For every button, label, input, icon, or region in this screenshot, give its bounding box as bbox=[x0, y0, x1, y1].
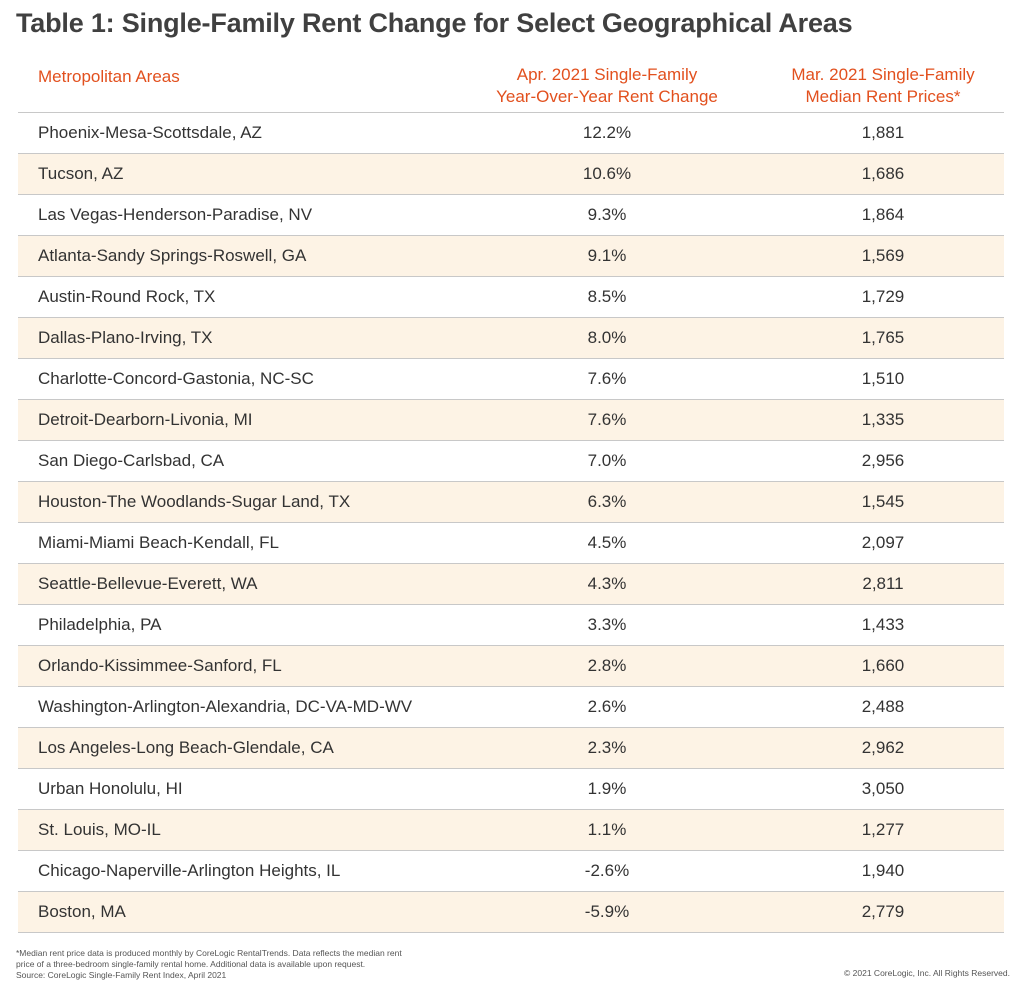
cell-rent-change: 2.3% bbox=[587, 738, 627, 757]
cell-median-rent: 2,956 bbox=[861, 451, 905, 470]
header-rent-change-line2: Year-Over-Year Rent Change bbox=[496, 87, 718, 106]
table-row: Miami-Miami Beach-Kendall, FL 4.5% 2,097 bbox=[18, 523, 1004, 564]
cell-median-rent: 1,569 bbox=[861, 246, 905, 265]
footnote-line1: *Median rent price data is produced mont… bbox=[16, 948, 402, 958]
cell-metropolitan-area: Philadelphia, PA bbox=[38, 615, 162, 634]
cell-metropolitan-area: Phoenix-Mesa-Scottsdale, AZ bbox=[38, 123, 262, 142]
cell-rent-change: 1.1% bbox=[587, 820, 627, 839]
cell-median-rent: 1,864 bbox=[861, 205, 905, 224]
cell-rent-change: 8.5% bbox=[587, 287, 627, 306]
cell-rent-change: 7.6% bbox=[587, 369, 627, 388]
table-row: Houston-The Woodlands-Sugar Land, TX 6.3%… bbox=[18, 482, 1004, 523]
cell-metropolitan-area: Detroit-Dearborn-Livonia, MI bbox=[38, 410, 253, 429]
cell-metropolitan-area: Boston, MA bbox=[38, 902, 126, 921]
table-row: Washington-Arlington-Alexandria, DC-VA-M… bbox=[18, 687, 1004, 728]
cell-rent-change: 10.6% bbox=[582, 164, 632, 183]
header-median-rent: Mar. 2021 Single-Family Median Rent Pric… bbox=[762, 60, 1004, 108]
cell-rent-change: -5.9% bbox=[584, 902, 630, 921]
table-row: Boston, MA -5.9% 2,779 bbox=[18, 892, 1004, 933]
cell-rent-change: 12.2% bbox=[582, 123, 632, 142]
cell-metropolitan-area: Urban Honolulu, HI bbox=[38, 779, 183, 798]
cell-median-rent: 1,765 bbox=[861, 328, 905, 347]
cell-metropolitan-area: Washington-Arlington-Alexandria, DC-VA-M… bbox=[38, 697, 413, 716]
cell-metropolitan-area: Charlotte-Concord-Gastonia, NC-SC bbox=[38, 369, 314, 388]
footnote-line2: price of a three-bedroom single-family r… bbox=[16, 959, 366, 969]
header-median-rent-line1: Mar. 2021 Single-Family bbox=[791, 65, 975, 84]
cell-median-rent: 1,686 bbox=[861, 164, 905, 183]
cell-median-rent: 1,277 bbox=[861, 820, 905, 839]
cell-metropolitan-area: Houston-The Woodlands-Sugar Land, TX bbox=[38, 492, 351, 511]
header-metropolitan-areas: Metropolitan Areas bbox=[38, 67, 180, 86]
cell-rent-change: 9.1% bbox=[587, 246, 627, 265]
cell-metropolitan-area: Austin-Round Rock, TX bbox=[38, 287, 216, 306]
copyright: © 2021 CoreLogic, Inc. All Rights Reserv… bbox=[844, 968, 1010, 978]
cell-median-rent: 2,488 bbox=[861, 697, 905, 716]
table-row: Philadelphia, PA 3.3% 1,433 bbox=[18, 605, 1004, 646]
header-rent-change: Apr. 2021 Single-Family Year-Over-Year R… bbox=[452, 60, 762, 108]
header-median-rent-line2: Median Rent Prices* bbox=[805, 87, 961, 106]
cell-median-rent: 1,335 bbox=[861, 410, 905, 429]
cell-rent-change: 3.3% bbox=[587, 615, 627, 634]
cell-median-rent: 1,545 bbox=[861, 492, 905, 511]
rent-table: Metropolitan Areas Apr. 2021 Single-Fami… bbox=[18, 60, 1004, 933]
table-row: Austin-Round Rock, TX 8.5% 1,729 bbox=[18, 277, 1004, 318]
cell-median-rent: 1,940 bbox=[861, 861, 905, 880]
cell-median-rent: 1,660 bbox=[861, 656, 905, 675]
table-body: Phoenix-Mesa-Scottsdale, AZ 12.2% 1,881 Tuc… bbox=[18, 113, 1004, 933]
cell-rent-change: 4.5% bbox=[587, 533, 627, 552]
cell-metropolitan-area: Chicago-Naperville-Arlington Heights, IL bbox=[38, 861, 341, 880]
cell-median-rent: 1,510 bbox=[861, 369, 905, 388]
cell-median-rent: 1,433 bbox=[861, 615, 905, 634]
table-row: San Diego-Carlsbad, CA 7.0% 2,956 bbox=[18, 441, 1004, 482]
cell-metropolitan-area: San Diego-Carlsbad, CA bbox=[38, 451, 225, 470]
cell-rent-change: 7.6% bbox=[587, 410, 627, 429]
cell-rent-change: 2.8% bbox=[587, 656, 627, 675]
source-note: Source: CoreLogic Single-Family Rent Ind… bbox=[16, 970, 227, 980]
table-row: Dallas-Plano-Irving, TX 8.0% 1,765 bbox=[18, 318, 1004, 359]
cell-metropolitan-area: Orlando-Kissimmee-Sanford, FL bbox=[38, 656, 282, 675]
cell-rent-change: 1.9% bbox=[587, 779, 627, 798]
cell-median-rent: 2,779 bbox=[861, 902, 905, 921]
footnote: *Median rent price data is produced mont… bbox=[16, 948, 486, 981]
table-row: Phoenix-Mesa-Scottsdale, AZ 12.2% 1,881 bbox=[18, 113, 1004, 154]
cell-rent-change: 8.0% bbox=[587, 328, 627, 347]
cell-median-rent: 1,729 bbox=[861, 287, 905, 306]
cell-rent-change: 7.0% bbox=[587, 451, 627, 470]
cell-median-rent: 2,097 bbox=[861, 533, 905, 552]
table-row: Urban Honolulu, HI 1.9% 3,050 bbox=[18, 769, 1004, 810]
cell-metropolitan-area: Miami-Miami Beach-Kendall, FL bbox=[38, 533, 279, 552]
cell-metropolitan-area: Tucson, AZ bbox=[38, 164, 124, 183]
header-rent-change-line1: Apr. 2021 Single-Family bbox=[516, 65, 698, 84]
table-row: Chicago-Naperville-Arlington Heights, IL… bbox=[18, 851, 1004, 892]
cell-rent-change: 6.3% bbox=[587, 492, 627, 511]
table-row: Charlotte-Concord-Gastonia, NC-SC 7.6% 1,5… bbox=[18, 359, 1004, 400]
table-row: Atlanta-Sandy Springs-Roswell, GA 9.1% 1,5… bbox=[18, 236, 1004, 277]
cell-metropolitan-area: St. Louis, MO-IL bbox=[38, 820, 161, 839]
cell-metropolitan-area: Las Vegas-Henderson-Paradise, NV bbox=[38, 205, 313, 224]
cell-rent-change: 2.6% bbox=[587, 697, 627, 716]
cell-median-rent: 2,962 bbox=[861, 738, 905, 757]
table-row: Las Vegas-Henderson-Paradise, NV 9.3% 1,86… bbox=[18, 195, 1004, 236]
table-row: St. Louis, MO-IL 1.1% 1,277 bbox=[18, 810, 1004, 851]
table-row: Seattle-Bellevue-Everett, WA 4.3% 2,811 bbox=[18, 564, 1004, 605]
table-row: Los Angeles-Long Beach-Glendale, CA 2.3% 2… bbox=[18, 728, 1004, 769]
cell-metropolitan-area: Atlanta-Sandy Springs-Roswell, GA bbox=[38, 246, 307, 265]
cell-rent-change: 9.3% bbox=[587, 205, 627, 224]
table-header: Metropolitan Areas Apr. 2021 Single-Fami… bbox=[18, 60, 1004, 113]
cell-median-rent: 2,811 bbox=[862, 574, 904, 593]
table-row: Orlando-Kissimmee-Sanford, FL 2.8% 1,660 bbox=[18, 646, 1004, 687]
page-title: Table 1: Single-Family Rent Change for S… bbox=[16, 8, 853, 38]
cell-rent-change: -2.6% bbox=[584, 861, 630, 880]
cell-metropolitan-area: Dallas-Plano-Irving, TX bbox=[38, 328, 213, 347]
cell-median-rent: 1,881 bbox=[861, 123, 905, 142]
cell-metropolitan-area: Los Angeles-Long Beach-Glendale, CA bbox=[38, 738, 334, 757]
cell-median-rent: 3,050 bbox=[861, 779, 905, 798]
cell-metropolitan-area: Seattle-Bellevue-Everett, WA bbox=[38, 574, 258, 593]
cell-rent-change: 4.3% bbox=[587, 574, 627, 593]
table-row: Tucson, AZ 10.6% 1,686 bbox=[18, 154, 1004, 195]
table-row: Detroit-Dearborn-Livonia, MI 7.6% 1,335 bbox=[18, 400, 1004, 441]
